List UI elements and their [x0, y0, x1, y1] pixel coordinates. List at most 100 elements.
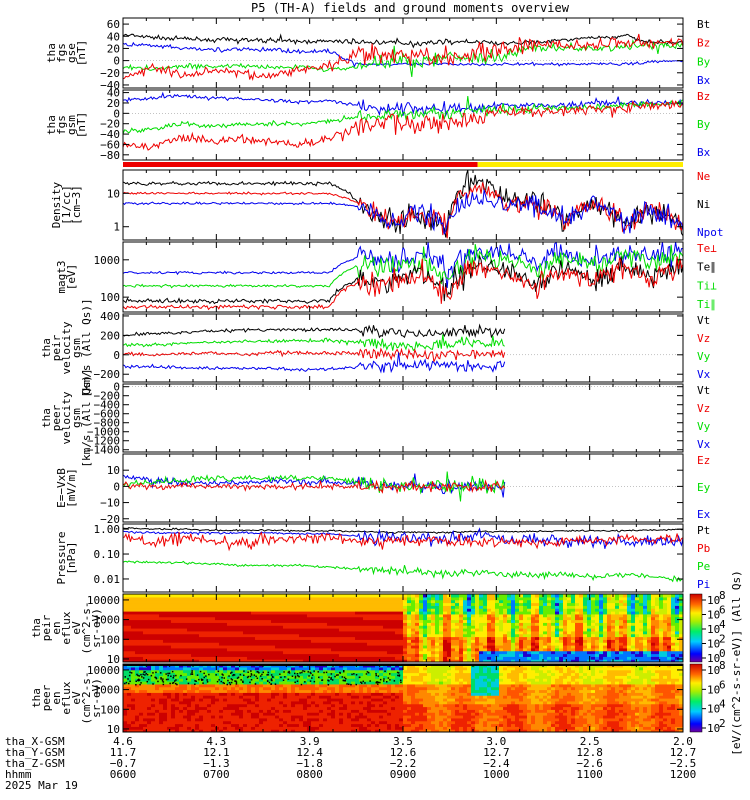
spectrogram-cell [419, 628, 424, 632]
spectrogram-cell [439, 616, 444, 621]
spectrogram-cell [139, 633, 144, 638]
spectrogram-cell [355, 625, 360, 629]
spectrogram-cell [515, 633, 520, 638]
spectrogram-cell [587, 636, 592, 640]
spectrogram-cell [251, 596, 256, 601]
spectrogram-cell [223, 625, 228, 629]
spectrogram-cell [563, 605, 568, 609]
spectrogram-cell [543, 647, 548, 652]
series-Bx [123, 91, 683, 118]
spectrogram-cell [167, 616, 172, 621]
spectrogram-cell [555, 630, 560, 635]
spectrogram-cell [503, 611, 508, 615]
spectrogram-cell [619, 622, 624, 626]
spectrogram-cell [179, 602, 184, 606]
spectrogram-cell [395, 645, 400, 649]
spectrogram-cell [319, 602, 324, 606]
spectrogram-cell [631, 602, 636, 606]
spectrogram-cell [567, 639, 572, 643]
spectrogram-cell [239, 695, 244, 699]
spectrogram-cell [367, 625, 372, 629]
spectrogram-cell [575, 613, 580, 618]
spectrogram-cell [651, 625, 656, 629]
spectrogram-cell [295, 642, 300, 646]
spectrogram-cell [323, 633, 328, 638]
spectrogram-cell [607, 625, 612, 629]
spectrogram-cell [179, 622, 184, 626]
spectrogram-cell [251, 636, 256, 640]
spectrogram-cell [551, 653, 556, 657]
spectrogram-cell [263, 726, 268, 730]
spectrogram-cell [267, 729, 272, 732]
spectrogram-cell [187, 720, 192, 725]
spectrogram-cell [647, 647, 652, 652]
spectrogram-cell [663, 613, 668, 618]
spectrogram-cell [575, 650, 580, 655]
spectrogram-cell [263, 653, 268, 657]
spectrogram-cell [647, 650, 652, 655]
spectrogram-cell [219, 596, 224, 601]
spectrogram-cell [667, 596, 672, 601]
spectrogram-cell [175, 594, 180, 598]
spectrogram-cell [175, 706, 180, 710]
spectrogram-cell [543, 619, 548, 623]
spectrogram-cell [215, 729, 220, 732]
spectrogram-cell [423, 605, 428, 609]
spectrogram-cell [215, 599, 220, 604]
spectrogram-cell [231, 700, 236, 705]
spectrogram-cell [419, 650, 424, 655]
spectrogram-cell [539, 622, 544, 626]
spectrogram-cell [479, 628, 484, 632]
spectrogram-cell [383, 639, 388, 643]
spectrogram-cell [251, 675, 256, 679]
spectrogram-cell [439, 613, 444, 618]
spectrogram-cell [643, 659, 648, 662]
spectrogram-cell [131, 653, 136, 657]
spectrogram-cell [423, 642, 428, 646]
spectrogram-cell [251, 678, 256, 682]
spectrogram-cell [195, 695, 200, 699]
spectrogram-cell [611, 650, 616, 655]
spectrogram-cell [267, 683, 272, 688]
spectrogram-cell [655, 633, 660, 638]
spectrogram-cell [203, 616, 208, 621]
spectrogram-cell [255, 675, 260, 679]
spectrogram-cell [259, 712, 264, 716]
spectrogram-cell [251, 611, 256, 615]
spectrogram-cell [171, 695, 176, 699]
spectrogram-cell [127, 642, 132, 646]
spectrogram-cell [151, 678, 156, 682]
spectrogram-cell [523, 616, 528, 621]
spectrogram-cell [159, 698, 164, 702]
spectrogram-cell [167, 675, 172, 679]
spectrogram-cell [315, 596, 320, 601]
spectrogram-cell [407, 596, 412, 601]
spectrogram-cell [167, 683, 172, 688]
spectrogram-cell [567, 659, 572, 662]
spectrogram-cell [207, 616, 212, 621]
spectrogram-cell [527, 650, 532, 655]
spectrogram-cell [227, 650, 232, 655]
spectrogram-cell [155, 669, 160, 674]
spectrogram-cell [227, 619, 232, 623]
spectrogram-cell [287, 602, 292, 606]
spectrogram-cell [267, 700, 272, 705]
spectrogram-cell [259, 653, 264, 657]
spectrogram-cell [463, 633, 468, 638]
spectrogram-cell [607, 599, 612, 604]
spectrogram-cell [659, 647, 664, 652]
spectrogram-cell [387, 596, 392, 601]
spectrogram-cell [183, 653, 188, 657]
spectrogram-cell [183, 602, 188, 606]
spectrogram-cell [487, 613, 492, 618]
spectrogram-cell [431, 625, 436, 629]
spectrogram-cell [667, 613, 672, 618]
spectrogram-cell [155, 706, 160, 710]
spectrogram-cell [263, 613, 268, 618]
y-tick-label: 400 [100, 310, 120, 323]
spectrogram-cell [163, 596, 168, 601]
spectrogram-cell [391, 656, 396, 660]
spectrogram-cell [267, 647, 272, 652]
spectrogram-cell [187, 616, 192, 621]
spectrogram-cell [475, 596, 480, 601]
